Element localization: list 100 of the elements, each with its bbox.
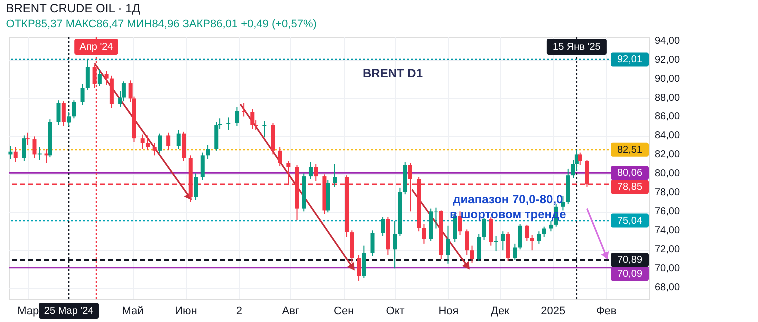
candlestick	[465, 229, 470, 256]
candlestick	[14, 146, 18, 163]
candlestick	[146, 135, 150, 150]
candlestick	[140, 134, 145, 150]
candlestick	[458, 211, 462, 236]
candlestick	[513, 243, 518, 261]
candlestick	[200, 152, 205, 181]
annotation: BRENT D1	[362, 66, 424, 81]
candlestick	[72, 100, 76, 120]
candlestick	[176, 130, 181, 150]
candlestick	[518, 224, 522, 250]
candlestick	[357, 254, 362, 282]
y-tick-label: 90,00	[655, 74, 680, 85]
candlestick	[250, 108, 255, 130]
candlestick	[501, 231, 506, 252]
candlestick	[429, 208, 434, 242]
candlestick	[470, 245, 474, 264]
x-tick-label: Ноя	[438, 306, 459, 318]
candlestick	[439, 210, 444, 260]
candlestick	[403, 162, 408, 196]
candlestick	[56, 100, 61, 126]
candlestick	[302, 173, 306, 212]
y-tick-label: 70,00	[655, 264, 680, 275]
y-tick-label: 88,00	[655, 92, 680, 104]
candlestick	[67, 112, 72, 128]
y-tick-label: 72,00	[655, 244, 680, 256]
chart-title: BRENT CRUDE OIL · 1Д	[6, 1, 140, 16]
x-tick-label: 2025	[541, 306, 566, 318]
candlestick	[80, 84, 85, 106]
candlestick	[182, 131, 186, 162]
candlestick	[271, 122, 276, 156]
ref-line-label: 70,09	[617, 269, 643, 280]
candlestick	[530, 234, 534, 252]
candlestick	[549, 220, 554, 232]
candlestick	[242, 102, 246, 118]
x-tick-label: Дек	[491, 306, 510, 318]
y-tick-label: 84,00	[655, 130, 680, 142]
candlestick	[26, 132, 30, 146]
candlestick	[226, 117, 231, 131]
candlestick	[362, 245, 366, 279]
candlestick	[537, 231, 542, 244]
candlestick	[235, 106, 240, 127]
ref-line-label: Апр '24	[80, 42, 114, 53]
candlestick	[314, 164, 318, 182]
candlestick	[566, 168, 570, 205]
ref-line-label: 78,85	[617, 182, 643, 194]
candlestick	[446, 225, 450, 264]
candlestick	[381, 216, 386, 237]
candlestick	[86, 59, 90, 91]
candlestick	[578, 152, 582, 166]
ref-line-label: 75,04	[617, 216, 643, 227]
y-tick-label: 86,00	[655, 112, 680, 123]
y-tick-label: 74,00	[655, 226, 680, 237]
candlestick	[525, 224, 530, 242]
candlestick	[350, 230, 354, 264]
candlestick	[398, 187, 402, 237]
candlestick	[434, 207, 438, 230]
x-tick-label: Мар	[18, 306, 40, 318]
ref-line-label: 80,06	[617, 168, 643, 180]
candlestick	[194, 173, 198, 201]
candlestick	[158, 133, 162, 154]
candlestick	[32, 136, 37, 160]
y-tick-label: 80,00	[655, 168, 680, 180]
candlestick	[214, 122, 219, 152]
candlestick	[62, 101, 66, 127]
y-tick-label: 68,00	[655, 282, 680, 294]
candlestick	[370, 230, 375, 257]
candlestick	[206, 144, 210, 160]
x-tick-label: Май	[122, 306, 144, 318]
candlestick	[48, 119, 52, 158]
candlestick	[326, 180, 330, 214]
candlestick	[422, 224, 426, 244]
y-tick-label: 82,00	[655, 150, 680, 161]
candlestick	[278, 146, 282, 167]
candlestick	[477, 234, 482, 262]
candlestick	[494, 236, 498, 252]
x-tick-label: Июн	[175, 306, 198, 318]
x-tick-label: 2	[236, 306, 242, 318]
candlestick	[110, 75, 114, 109]
ref-line-label: 70,89	[617, 255, 643, 266]
candlestick	[104, 70, 109, 86]
candlestick	[308, 162, 313, 180]
y-tick-label: 94,00	[655, 36, 680, 47]
candlestick	[506, 232, 510, 262]
candlestick	[98, 68, 102, 87]
y-tick-label: 78,00	[655, 188, 680, 199]
ref-line-label: 92,01	[617, 54, 643, 66]
y-tick-label: 76,00	[655, 206, 680, 218]
ref-line-label: 15 Янв '25	[553, 42, 602, 53]
candlestick	[152, 142, 157, 156]
ref-line-label: 82,51	[617, 144, 643, 156]
candlestick	[22, 135, 26, 162]
candlestick	[542, 226, 546, 238]
candlestick	[166, 132, 171, 150]
x-tick-label: Окт	[386, 306, 405, 318]
x-tick-label: Фев	[596, 306, 617, 318]
candlestick	[386, 216, 390, 256]
x-tick-label: Сен	[334, 306, 354, 318]
candlestick	[333, 164, 338, 188]
x-tick-label: Авг	[282, 306, 300, 318]
